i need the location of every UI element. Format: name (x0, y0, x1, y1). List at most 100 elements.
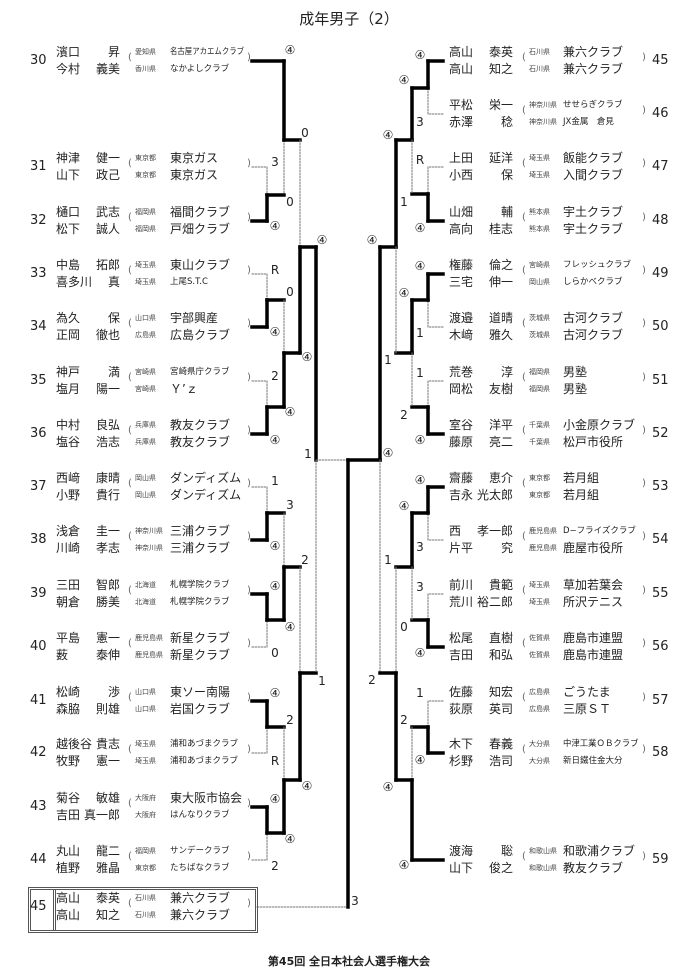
entry-number: 54 (652, 532, 669, 547)
player-surname: 為久 (56, 311, 81, 325)
player-prefecture: 千葉県 (529, 438, 550, 446)
player: 薮 泰伸 (56, 647, 120, 664)
entry-row: 39() 三田 智郎 北海道 札幌学院クラブ 朝倉 勝美 北海道 札幌学院クラブ (0, 577, 698, 611)
player-given-name: 満 (107, 365, 120, 379)
paren-close: ) (642, 158, 646, 169)
paren-open: ( (128, 585, 132, 596)
player-prefecture: 埼玉県 (529, 171, 550, 179)
player-given-name: 延洋 (488, 151, 513, 165)
player-surname: 齋藤 (449, 471, 474, 485)
player-surname: 片平 (449, 541, 474, 555)
match-score: ④ (382, 446, 394, 460)
paren-open: ( (522, 52, 526, 63)
paren-close: ) (247, 318, 251, 329)
player-given-name: 良弘 (95, 418, 120, 432)
player-given-name: 伸一 (488, 275, 513, 289)
player-prefecture: 愛知県 (135, 48, 156, 56)
paren-close: ) (247, 425, 251, 436)
player-given-name: 誠人 (95, 222, 120, 236)
player-given-name: 光太郎 (476, 488, 513, 502)
player-given-name: 究 (500, 541, 513, 555)
player-club: 広島クラブ (170, 328, 231, 342)
player: 山下 俊之 (449, 860, 513, 877)
player: 荒巻 淳 (449, 364, 513, 381)
player-prefecture: 埼玉県 (135, 261, 156, 269)
player-given-name: 政己 (95, 168, 120, 182)
player: 高山 泰英 (449, 44, 513, 61)
player-prefecture: 広島県 (529, 688, 550, 696)
entry-row: 34 () 為久 保 山口県 宇部興産 正岡 徹也 広島県 広島クラブ (0, 310, 698, 344)
player-given-name: 知之 (95, 908, 120, 922)
player-prefecture: 埼玉県 (529, 598, 550, 606)
paren-open: ( (522, 212, 526, 223)
player-club: ダンディズム (170, 488, 242, 502)
match-score: ④ (269, 433, 281, 447)
player: 松崎 渉 (56, 684, 120, 701)
paren-close: ) (642, 105, 646, 116)
player-club: 所沢テニス (563, 595, 624, 609)
player-surname: 植野 (56, 861, 81, 875)
player-surname: 渡海 (449, 844, 474, 858)
entry-row: 45() 高山 泰英 石川県 兼六クラブ 高山 知之 石川県 兼六クラブ (0, 890, 698, 924)
player-surname: 森脇 (56, 702, 81, 716)
player: 木﨑 雅久 (449, 327, 513, 344)
entry-row: 45() 高山 泰英 石川県 兼六クラブ 高山 知之 石川県 兼六クラブ (0, 44, 698, 78)
player: 小野 貴行 (56, 487, 120, 504)
player-prefecture: 和歌山県 (529, 864, 557, 872)
player-prefecture: 鹿児島県 (135, 651, 163, 659)
player: 森脇 則雄 (56, 701, 120, 718)
player-given-name: 倫之 (488, 258, 513, 272)
entry-row: 33() 中島 拓郎 埼玉県 東山クラブ 喜多川真埼玉県 上尾S.T.C (0, 257, 698, 291)
player-given-name: 徹也 (95, 328, 120, 342)
player-prefecture: 岡山県 (529, 278, 550, 286)
player-prefecture: 鹿児島県 (529, 544, 557, 552)
match-score: 3 (286, 498, 294, 512)
entry-number: 31 (30, 159, 47, 174)
player-surname: 高山 (449, 62, 474, 76)
match-score: 2 (400, 408, 408, 422)
player-club: 名古屋アカエムクラブ (170, 47, 245, 57)
entry-number: 45 (652, 53, 669, 68)
player-given-name: 圭一 (95, 524, 120, 538)
player-club: 三原ＳＴ (563, 702, 612, 716)
player-prefecture: 埼玉県 (135, 757, 156, 765)
player-club: 男塾 (563, 365, 588, 379)
player-given-name: 友樹 (488, 382, 513, 396)
paren-close: ) (247, 798, 251, 809)
player-prefecture: 埼玉県 (529, 581, 550, 589)
player-surname: 西 (449, 524, 462, 538)
player: 権藤 倫之 (449, 257, 513, 274)
entry-number: 55 (652, 586, 669, 601)
player-club: 札幌学院クラブ (170, 597, 230, 607)
player-club: 三浦クラブ (170, 524, 231, 538)
player: 丸山 龍二 (56, 843, 120, 860)
paren-close: ) (642, 851, 646, 862)
player-given-name: 陽一 (95, 382, 120, 396)
match-score: 2 (368, 673, 376, 687)
player-club: 札幌学院クラブ (170, 580, 230, 590)
paren-close: ) (247, 265, 251, 276)
player-surname: 塩谷 (56, 435, 81, 449)
player-club: 福間クラブ (170, 205, 231, 219)
player-prefecture: 香川県 (135, 65, 156, 73)
match-score: 1 (304, 447, 312, 461)
player: 西﨑 康晴 (56, 470, 120, 487)
player: 樋口 武志 (56, 204, 120, 221)
player-club: 兼六クラブ (170, 891, 231, 905)
entry-row: 46() 平松 栄一 神奈川県 せせらぎクラブ 赤澤稔神奈川県 JX金属 倉見 (0, 97, 698, 131)
player-prefecture: 東京都 (135, 154, 156, 162)
paren-open: ( (128, 851, 132, 862)
paren-open: ( (522, 851, 526, 862)
match-score: 1 (271, 474, 279, 488)
player-prefecture: 広島県 (135, 331, 156, 339)
player-prefecture: 熊本県 (529, 208, 550, 216)
player-prefecture: 兵庫県 (135, 421, 156, 429)
player-surname: 松尾 (449, 631, 474, 645)
player-club: D−フライズクラブ (563, 526, 636, 536)
paren-close: ) (247, 638, 251, 649)
player-surname: 塩月 (56, 382, 81, 396)
match-score: ④ (269, 686, 281, 700)
player-prefecture: 福岡県 (529, 368, 550, 376)
player-club: 古河クラブ (563, 311, 624, 325)
match-score: 1 (416, 366, 424, 380)
